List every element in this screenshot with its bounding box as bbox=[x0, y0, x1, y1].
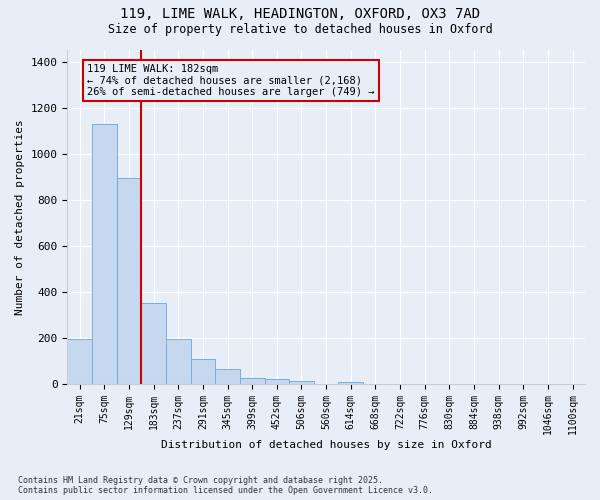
Y-axis label: Number of detached properties: Number of detached properties bbox=[15, 119, 25, 314]
Bar bbox=[240, 378, 265, 384]
Text: 119 LIME WALK: 182sqm
← 74% of detached houses are smaller (2,168)
26% of semi-d: 119 LIME WALK: 182sqm ← 74% of detached … bbox=[87, 64, 374, 97]
Bar bbox=[67, 338, 92, 384]
Bar bbox=[289, 381, 314, 384]
X-axis label: Distribution of detached houses by size in Oxford: Distribution of detached houses by size … bbox=[161, 440, 491, 450]
Bar bbox=[265, 379, 289, 384]
Bar bbox=[92, 124, 116, 384]
Bar bbox=[338, 382, 363, 384]
Text: Contains HM Land Registry data © Crown copyright and database right 2025.
Contai: Contains HM Land Registry data © Crown c… bbox=[18, 476, 433, 495]
Bar bbox=[191, 360, 215, 384]
Text: 119, LIME WALK, HEADINGTON, OXFORD, OX3 7AD: 119, LIME WALK, HEADINGTON, OXFORD, OX3 … bbox=[120, 8, 480, 22]
Bar bbox=[166, 338, 191, 384]
Bar bbox=[116, 178, 141, 384]
Text: Size of property relative to detached houses in Oxford: Size of property relative to detached ho… bbox=[107, 24, 493, 36]
Bar bbox=[141, 303, 166, 384]
Bar bbox=[215, 370, 240, 384]
